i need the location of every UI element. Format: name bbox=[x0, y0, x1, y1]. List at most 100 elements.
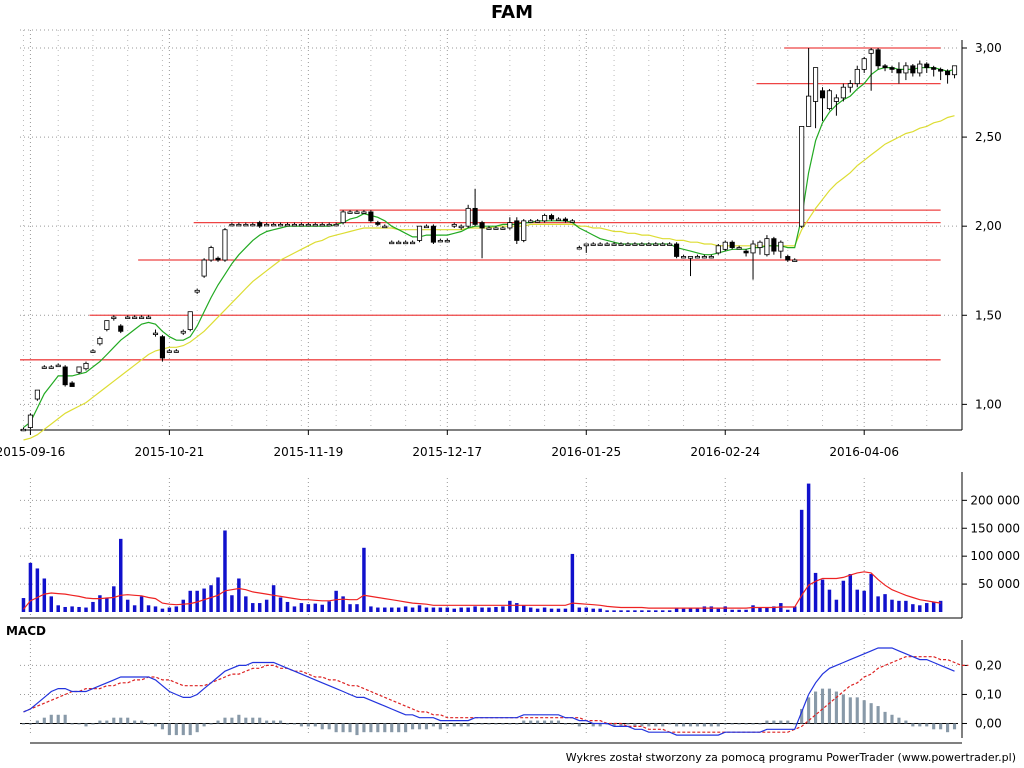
volume-bar bbox=[522, 605, 526, 612]
macd-histogram-bar bbox=[466, 723, 470, 727]
macd-histogram-bar bbox=[570, 723, 574, 725]
volume-bar bbox=[792, 606, 797, 612]
macd-histogram-bar bbox=[640, 723, 644, 727]
volume-bar bbox=[480, 607, 484, 612]
candle-body bbox=[250, 223, 256, 227]
macd-histogram-bar bbox=[807, 697, 811, 724]
macd-signal-line bbox=[23, 656, 969, 733]
macd-histogram-bar bbox=[105, 720, 109, 724]
candle-body bbox=[243, 223, 249, 227]
price-x-tick-label: 2015-11-19 bbox=[273, 445, 343, 459]
candle-body bbox=[861, 58, 867, 70]
macd-histogram-bar bbox=[633, 723, 637, 727]
volume-bar bbox=[542, 607, 547, 612]
volume-bar bbox=[806, 483, 811, 612]
candle-body bbox=[69, 382, 75, 387]
volume-bar bbox=[904, 600, 908, 612]
candle-body bbox=[778, 241, 784, 252]
macd-histogram-bar bbox=[181, 723, 185, 736]
macd-histogram-bar bbox=[202, 723, 206, 727]
candle-body bbox=[951, 65, 958, 76]
candle-body bbox=[639, 243, 645, 246]
volume-bar bbox=[244, 596, 248, 612]
candle-body bbox=[458, 225, 464, 229]
candle-body bbox=[736, 247, 742, 250]
volume-bar bbox=[35, 568, 40, 612]
volume-bar bbox=[640, 610, 644, 612]
candle-body bbox=[931, 67, 937, 70]
volume-bar bbox=[42, 578, 47, 612]
macd-histogram-bar bbox=[133, 720, 137, 724]
volume-bar bbox=[897, 600, 901, 612]
macd-histogram-bar bbox=[320, 723, 324, 730]
volume-bar bbox=[737, 609, 741, 612]
candle-body bbox=[90, 350, 96, 353]
candle-body bbox=[139, 316, 145, 319]
macd-histogram-bar bbox=[543, 720, 547, 724]
candle-body bbox=[152, 332, 159, 335]
candle-body bbox=[173, 350, 179, 353]
candle-body bbox=[305, 223, 311, 227]
volume-bar bbox=[376, 607, 380, 612]
volume-bar bbox=[389, 607, 394, 612]
macd-histogram-bar bbox=[661, 723, 665, 727]
candle-body bbox=[729, 241, 735, 248]
volume-bar bbox=[63, 606, 67, 612]
macd-histogram-bar bbox=[716, 723, 720, 727]
volume-bar bbox=[751, 605, 755, 612]
volume-bar bbox=[855, 589, 859, 612]
candle-body bbox=[548, 215, 555, 220]
candle-body bbox=[284, 223, 291, 227]
macd-histogram-bar bbox=[306, 723, 310, 727]
price-y-tick-label: 1,50 bbox=[975, 308, 1002, 322]
volume-bar bbox=[292, 606, 297, 612]
candle-body bbox=[500, 227, 506, 230]
candle-body bbox=[625, 243, 631, 246]
volume-bar bbox=[452, 608, 456, 612]
macd-histogram-bar bbox=[779, 720, 783, 724]
candle-body bbox=[347, 211, 353, 214]
candle-body bbox=[333, 223, 339, 227]
candle-body bbox=[55, 364, 61, 368]
macd-histogram-bar bbox=[272, 720, 276, 724]
macd-panel-label: MACD bbox=[6, 624, 46, 638]
candle-body bbox=[27, 414, 33, 428]
macd-histogram-bar bbox=[77, 723, 81, 725]
volume-bar bbox=[313, 603, 318, 612]
price-x-tick-label: 2015-09-16 bbox=[0, 445, 65, 459]
volume-bar bbox=[105, 597, 109, 612]
macd-histogram-bar bbox=[918, 723, 922, 727]
candle-body bbox=[722, 241, 728, 250]
candle-body bbox=[576, 247, 582, 250]
macd-histogram-bar bbox=[681, 723, 686, 727]
volume-bar bbox=[744, 609, 748, 612]
candle-body bbox=[236, 223, 242, 227]
macd-histogram-bar bbox=[946, 723, 950, 733]
candle-body bbox=[715, 245, 721, 254]
volume-bar bbox=[501, 606, 505, 612]
macd-histogram-bar bbox=[195, 723, 199, 733]
macd-histogram-bar bbox=[904, 720, 908, 724]
volume-bar bbox=[911, 604, 915, 612]
candle-body bbox=[590, 243, 596, 246]
candle-body bbox=[396, 241, 402, 245]
candle-body bbox=[785, 256, 791, 261]
volume-bar bbox=[327, 601, 331, 612]
candle-body bbox=[382, 225, 388, 229]
candle-body bbox=[674, 243, 680, 257]
macd-histogram-bar bbox=[855, 697, 859, 724]
macd-y-tick-label: 0,10 bbox=[975, 687, 1002, 701]
volume-bar bbox=[181, 599, 186, 612]
volume-bar bbox=[146, 605, 151, 612]
candle-body bbox=[319, 223, 325, 227]
volume-bar bbox=[924, 603, 929, 612]
macd-histogram-bar bbox=[536, 720, 540, 724]
macd-histogram-bar bbox=[153, 723, 158, 727]
volume-bar bbox=[494, 606, 498, 612]
candle-body bbox=[444, 240, 450, 243]
volume-bar bbox=[834, 599, 839, 612]
macd-histogram-bar bbox=[772, 720, 776, 724]
macd-histogram-bar bbox=[786, 720, 790, 724]
macd-histogram-bar bbox=[411, 723, 415, 730]
